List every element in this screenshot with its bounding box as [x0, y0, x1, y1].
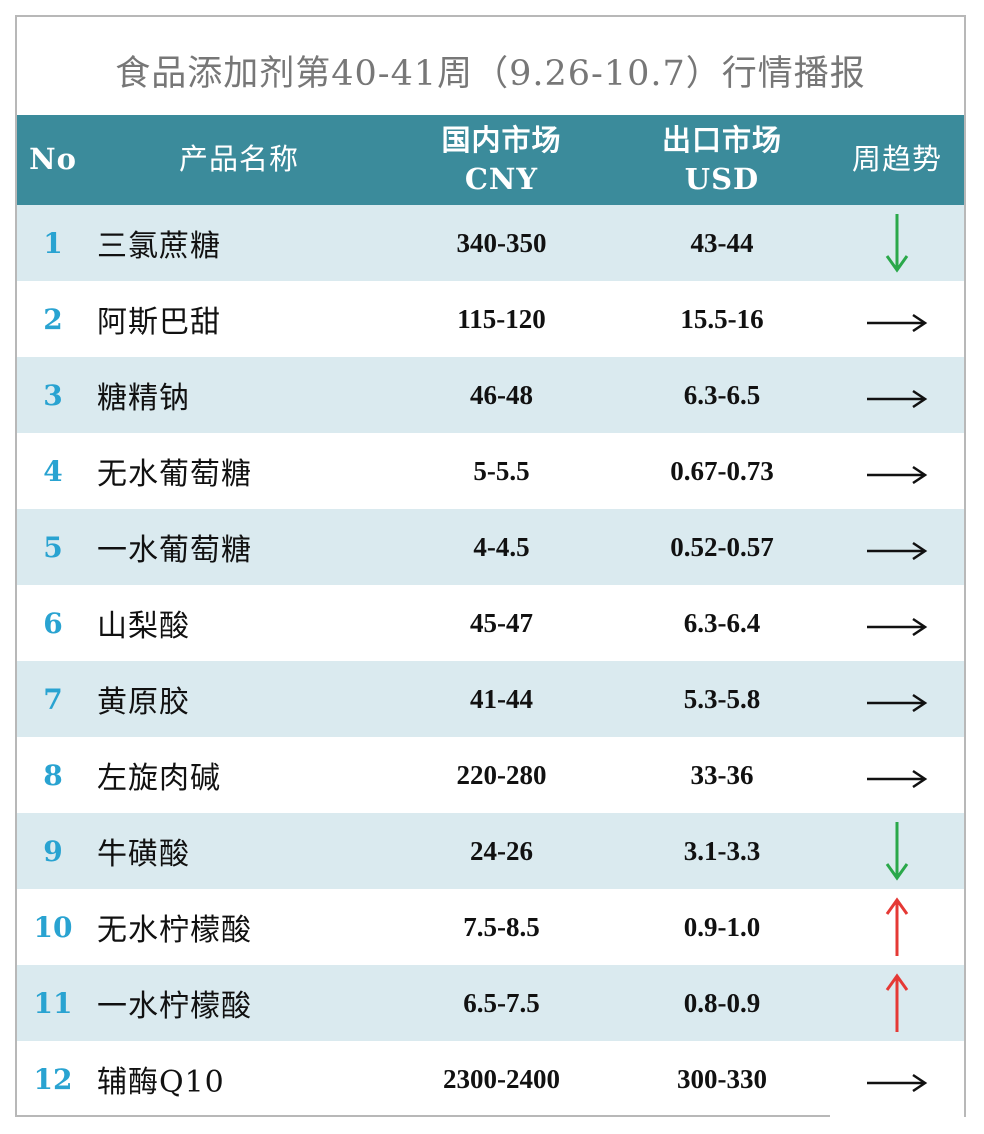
domestic-price: 2300-2400 [443, 1063, 560, 1094]
domestic-price: 5-5.5 [473, 455, 530, 486]
product-name: 无水葡萄糖 [97, 457, 252, 492]
table-row: 2 阿斯巴甜 115-120 15.5-16 [17, 281, 964, 357]
weekly-trend [830, 509, 964, 585]
domestic-price: 24-26 [389, 813, 614, 889]
arrow-right-icon [867, 313, 928, 332]
table-body: 1 三氯蔗糖 340-350 43-44 2 阿斯巴甜 115-120 15.5-16 3 糖精钠… [17, 205, 964, 1117]
row-number: 3 [17, 357, 89, 433]
header-export-label: 出口市场 [661, 122, 782, 157]
weekly-trend [830, 813, 964, 889]
table-row: 11 一水柠檬酸 6.5-7.5 0.8-0.9 [17, 965, 964, 1041]
table-row: 3 糖精钠 46-48 6.3-6.5 [17, 357, 964, 433]
table-row: 5 一水葡萄糖 4-4.5 0.52-0.57 [17, 509, 964, 585]
arrow-down-icon [885, 214, 909, 273]
domestic-price: 46-48 [389, 357, 614, 433]
export-price: 300-330 [677, 1063, 767, 1094]
domestic-price: 115-120 [457, 303, 546, 334]
weekly-trend [830, 281, 964, 357]
header-export-market: 出口市场 USD [614, 115, 830, 205]
export-price: 33-36 [690, 759, 754, 790]
row-number: 9 [17, 813, 89, 889]
header-domestic-label: 国内市场 [441, 122, 562, 157]
table-row: 6 山梨酸 45-47 6.3-6.4 [17, 585, 964, 661]
arrow-right-icon [867, 693, 928, 712]
weekly-trend [830, 661, 964, 737]
weekly-trend [830, 1041, 964, 1117]
row-number: 8 [43, 758, 63, 792]
product-name: 三氯蔗糖 [89, 205, 389, 281]
domestic-price: 340-350 [389, 205, 614, 281]
arrow-right-icon [867, 465, 928, 484]
header-domestic-market: 国内市场 CNY [389, 115, 614, 205]
export-price: 0.52-0.57 [614, 509, 830, 585]
weekly-trend [830, 585, 964, 661]
row-number: 6 [43, 606, 63, 640]
domestic-price: 6.5-7.5 [389, 965, 614, 1041]
export-price: 6.3-6.5 [614, 357, 830, 433]
table-row: 7 黄原胶 41-44 5.3-5.8 [17, 661, 964, 737]
product-name: 一水葡萄糖 [89, 509, 389, 585]
domestic-price: 41-44 [389, 661, 614, 737]
export-price: 15.5-16 [680, 303, 764, 334]
table-row: 8 左旋肉碱 220-280 33-36 [17, 737, 964, 813]
export-price: 0.67-0.73 [670, 455, 774, 486]
weekly-trend [830, 357, 964, 433]
table-row: 12 辅酶Q10 2300-2400 300-330 [17, 1041, 964, 1117]
arrow-right-icon [867, 541, 928, 560]
product-name: 无水柠檬酸 [97, 913, 252, 948]
product-name: 糖精钠 [89, 357, 389, 433]
row-number: 7 [17, 661, 89, 737]
product-name: 黄原胶 [89, 661, 389, 737]
weekly-trend [830, 433, 964, 509]
weekly-trend [830, 205, 964, 281]
product-name: 山梨酸 [97, 609, 190, 644]
export-price: 43-44 [614, 205, 830, 281]
export-price: 0.9-1.0 [683, 911, 761, 942]
domestic-price: 4-4.5 [389, 509, 614, 585]
product-name: 左旋肉碱 [97, 761, 221, 796]
export-price: 5.3-5.8 [614, 661, 830, 737]
weekly-trend [830, 965, 964, 1041]
arrow-up-icon [885, 897, 909, 956]
table-row: 4 无水葡萄糖 5-5.5 0.67-0.73 [17, 433, 964, 509]
domestic-price: 7.5-8.5 [463, 911, 540, 942]
report-title: 食品添加剂第40-41周（9.26-10.7）行情播报 [115, 54, 866, 94]
domestic-price: 220-280 [456, 759, 547, 790]
product-name: 一水柠檬酸 [89, 965, 389, 1041]
row-number: 10 [33, 910, 73, 944]
weekly-trend [830, 737, 964, 813]
header-weekly-trend: 周趋势 [851, 142, 942, 177]
price-table: No 产品名称 国内市场 CNY 出口市场 USD 周趋势 1 三氯蔗糖 340-3… [17, 115, 964, 1117]
weekly-trend [830, 889, 964, 965]
product-name: 阿斯巴甜 [97, 305, 221, 340]
header-product-name: 产品名称 [178, 142, 299, 177]
product-name: 辅酶Q10 [97, 1065, 225, 1100]
arrow-down-icon [885, 822, 909, 881]
export-price: 3.1-3.3 [614, 813, 830, 889]
row-number: 1 [17, 205, 89, 281]
arrow-right-icon [867, 769, 928, 788]
header-export-currency: USD [684, 162, 760, 196]
arrow-up-icon [885, 973, 909, 1032]
header-domestic-currency: CNY [464, 162, 539, 196]
table-row: 9 牛磺酸 24-26 3.1-3.3 [17, 813, 964, 889]
row-number: 5 [17, 509, 89, 585]
arrow-right-icon [867, 389, 928, 408]
row-number: 11 [17, 965, 89, 1041]
row-number: 12 [33, 1062, 73, 1096]
table-row: 10 无水柠檬酸 7.5-8.5 0.9-1.0 [17, 889, 964, 965]
table-row: 1 三氯蔗糖 340-350 43-44 [17, 205, 964, 281]
export-price: 6.3-6.4 [683, 607, 761, 638]
row-number: 4 [43, 454, 63, 488]
arrow-right-icon [867, 617, 928, 636]
price-report-panel: 食品添加剂第40-41周（9.26-10.7）行情播报 No 产品名称 国内市场… [15, 15, 966, 1117]
export-price: 0.8-0.9 [614, 965, 830, 1041]
row-number: 2 [43, 302, 63, 336]
arrow-right-icon [867, 1073, 928, 1092]
domestic-price: 45-47 [470, 607, 533, 638]
table-header-row: No 产品名称 国内市场 CNY 出口市场 USD 周趋势 [17, 115, 964, 205]
product-name: 牛磺酸 [89, 813, 389, 889]
header-no: No [29, 142, 77, 177]
